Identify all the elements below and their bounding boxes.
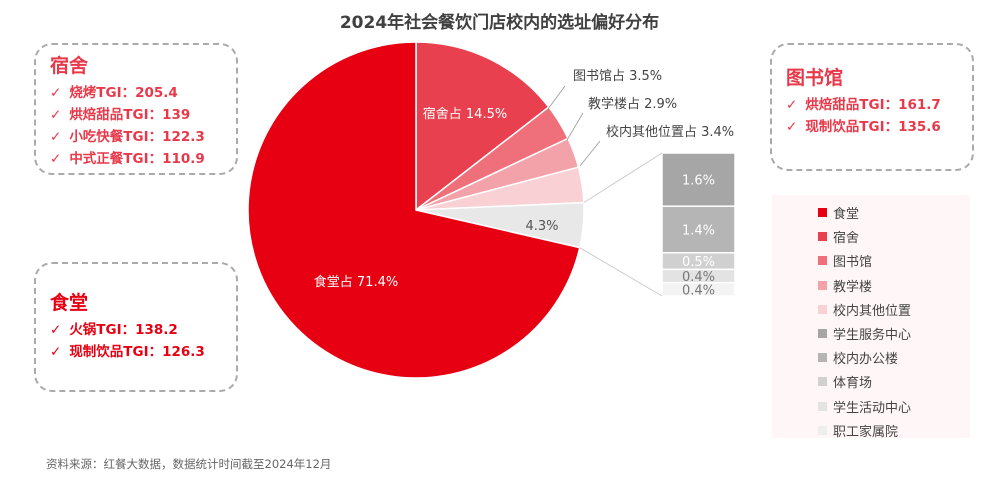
callout-item-text: 烘焙甜品TGI：161.7 [805,97,941,113]
pie-label: 图书馆占 3.5% [573,69,662,84]
bar-label: 0.4% [682,270,715,285]
pie-label: 校内其他位置占 3.4% [606,124,734,140]
legend-item: 食堂 [818,203,859,222]
legend-item: 学生活动中心 [818,397,911,416]
legend-item: 教学楼 [818,276,872,295]
legend-label: 图书馆 [833,255,873,271]
legend-label: 校内办公楼 [833,352,899,368]
check-icon: ✓ [786,119,798,135]
legend-item: 学生服务中心 [818,324,911,343]
bar-label: 0.5% [682,255,715,270]
legend-label: 职工家属院 [833,424,899,440]
pie-label: 4.3% [525,219,558,234]
check-icon: ✓ [50,85,62,101]
bar-segment-校内办公楼 [661,205,736,254]
check-icon: ✓ [786,97,798,113]
legend-label: 教学楼 [833,279,873,295]
legend: 食堂宿舍图书馆教学楼校内其他位置 学生服务中心 校内办公楼体育场学生活动中心 职工家属… [772,195,970,440]
check-icon: ✓ [50,151,62,167]
callout-item: ✓ 小吃快餐TGI：122.3 [50,126,222,148]
legend-item: 校内办公楼 [818,348,898,367]
callout-item-text: 烧烤TGI：205.4 [69,85,178,101]
pie-slice-食堂 [247,41,581,379]
legend-swatch [818,208,827,217]
legend-item: 校内其他位置 [818,300,911,319]
callout-dorm: 宿舍 ✓ 烧烤TGI：205.4 ✓ 烘焙甜品TGI：139 ✓ 小吃快餐TGI：122.3… [34,43,238,175]
callout-item: ✓ 火锅TGI：138.2 [50,319,222,341]
callout-item: ✓ 烘焙甜品TGI：139 [50,104,222,126]
pie-label: 教学楼占 2.9% [588,96,677,112]
chart-title: 2024年社会餐饮门店校内的选址偏好分布 [339,13,660,33]
callout-item: ✓ 烘焙甜品TGI：161.7 [786,94,958,116]
bar-segment-学生服务中心 [661,152,736,207]
callout-item-text: 中式正餐TGI：110.9 [69,151,205,167]
legend-label: 体育场 [833,376,873,392]
callout-item: ✓ 现制饮品TGI：135.6 [786,116,958,138]
legend-swatch [818,329,827,338]
callout-item-text: 现制饮品TGI：135.6 [805,119,941,135]
callout-title: 宿舍 [50,55,89,77]
pie-label: 宿舍占 14.5% [423,106,507,122]
legend-item: 体育场 [818,372,872,391]
bar-label: 0.4% [682,283,715,298]
source-note: 资料来源：红餐大数据，数据统计时间截至2024年12月 [46,457,332,471]
legend-item: 图书馆 [818,251,872,270]
check-icon: ✓ [50,107,62,123]
legend-label: 宿舍 [833,231,860,247]
check-icon: ✓ [50,322,62,338]
legend-label: 学生服务中心 [833,328,912,343]
pie-slice-宿舍 [415,41,550,212]
legend-swatch [818,304,827,314]
legend-label: 校内其他位置 [833,303,912,319]
leader-line [566,112,584,141]
legend-label: 食堂 [833,207,860,222]
leader-line [544,85,566,114]
connector-line [579,247,663,297]
callout-item: ✓ 现制饮品TGI：126.3 [50,341,222,363]
callout-title: 食堂 [50,292,89,314]
legend-swatch [818,425,827,435]
connector-line [583,152,663,204]
callout-item: ✓ 中式正餐TGI：110.9 [50,148,222,170]
callout-item: ✓ 烧烤TGI：205.4 [50,82,222,104]
callout-item-text: 火锅TGI：138.2 [69,322,178,338]
pie-label: 食堂占 71.4% [314,274,398,290]
legend-item: 职工家属院 [818,421,898,440]
legend-swatch [818,256,827,266]
callout-library: 图书馆 ✓ 烘焙甜品TGI：161.7 ✓ 现制饮品TGI：135.6 [770,43,974,171]
callout-canteen: 食堂 ✓ 火锅TGI：138.2 ✓ 现制饮品TGI：126.3 [34,262,238,392]
legend-swatch [818,353,827,363]
callout-title: 图书馆 [786,67,844,89]
legend-item: 宿舍 [818,227,859,246]
bar-label: 1.6% [682,174,715,189]
bar-label: 1.4% [682,223,715,238]
check-icon: ✓ [50,129,62,145]
check-icon: ✓ [50,344,62,360]
legend-swatch [818,377,827,387]
callout-item-text: 现制饮品TGI：126.3 [69,344,205,360]
callout-item-text: 小吃快餐TGI：122.3 [69,129,205,145]
legend-label: 学生活动中心 [833,400,912,416]
leader-line [579,140,601,167]
bar-segment-职工家属院 [661,281,736,297]
legend-swatch [818,232,827,242]
legend-swatch [818,401,827,411]
legend-swatch [818,280,827,290]
callout-item-text: 烘焙甜品TGI：139 [69,107,191,123]
